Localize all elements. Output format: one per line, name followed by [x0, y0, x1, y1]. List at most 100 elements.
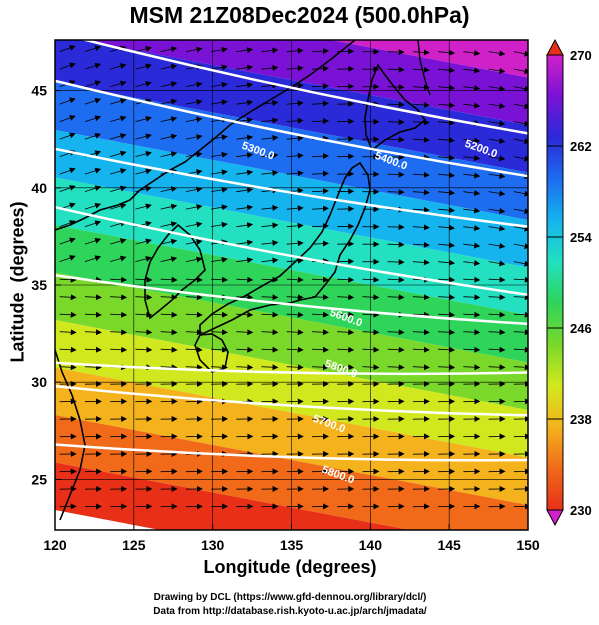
wind-arrow — [337, 329, 355, 336]
wind-arrow — [261, 152, 279, 159]
wind-arrow — [488, 67, 506, 74]
wind-arrow — [185, 151, 203, 158]
wind-arrow — [513, 138, 528, 145]
colorbar: 230 238 246 254 262 270 — [546, 38, 592, 527]
wind-arrow — [412, 224, 430, 231]
wind-arrow — [387, 364, 405, 371]
wind-arrow — [463, 155, 481, 162]
wind-arrow — [211, 169, 228, 176]
y-tick-label: 30 — [31, 374, 47, 390]
wind-arrow — [412, 364, 430, 371]
wind-arrow — [311, 364, 329, 371]
wind-arrow — [387, 119, 405, 126]
wind-arrow — [488, 225, 506, 232]
x-axis-label: Longitude (degrees) — [203, 557, 377, 577]
wind-arrow — [488, 329, 506, 336]
wind-arrow — [84, 80, 102, 88]
wind-arrow — [110, 346, 128, 353]
wind-arrow — [135, 115, 152, 123]
wind-arrow — [236, 64, 254, 71]
wind-arrow — [261, 134, 279, 141]
wind-arrow — [185, 46, 203, 53]
wind-arrow — [286, 257, 304, 264]
wind-arrow — [160, 186, 178, 193]
wind-arrow — [438, 102, 456, 109]
wind-arrow — [412, 84, 430, 91]
wind-arrow — [387, 49, 405, 56]
wind-arrow — [286, 329, 304, 336]
wind-arrow — [513, 364, 528, 371]
wind-arrow — [286, 294, 304, 301]
wind-arrow — [311, 205, 329, 212]
wind-arrow — [463, 67, 481, 74]
wind-arrow — [236, 47, 254, 54]
wind-arrow — [59, 329, 77, 336]
wind-arrow — [185, 329, 203, 336]
wind-arrow — [337, 311, 355, 318]
wind-arrow — [185, 134, 203, 140]
wind-arrow — [185, 99, 203, 105]
wind-arrow — [286, 117, 304, 124]
wind-arrow — [488, 346, 506, 353]
wind-arrow — [513, 346, 528, 353]
wind-arrow — [160, 346, 178, 353]
wind-arrow — [84, 132, 102, 140]
colorbar-max-triangle — [546, 38, 564, 56]
wind-arrow — [110, 238, 127, 245]
wind-arrow — [412, 241, 430, 248]
wind-arrow — [135, 80, 152, 88]
wind-arrow — [160, 276, 178, 283]
wind-arrow — [135, 255, 152, 263]
wind-arrow — [160, 256, 178, 263]
wind-arrow — [387, 329, 405, 336]
contour-line — [55, 206, 528, 296]
wind-arrow — [84, 364, 102, 371]
wind-arrow — [84, 294, 102, 301]
wind-arrow — [513, 294, 528, 301]
wind-arrow — [387, 136, 405, 143]
wind-arrow — [337, 276, 355, 283]
wind-arrow — [311, 153, 329, 160]
wind-arrow — [135, 311, 153, 318]
wind-arrow — [59, 45, 76, 53]
wind-arrow — [236, 294, 254, 301]
wind-arrow — [387, 171, 405, 178]
wind-arrow — [412, 294, 430, 301]
wind-arrow — [387, 294, 405, 301]
wind-arrow — [488, 85, 506, 92]
wind-arrow — [412, 66, 430, 73]
wind-arrow — [337, 294, 355, 301]
contour-line — [55, 384, 528, 417]
x-tick-label: 150 — [516, 537, 540, 553]
wind-arrow — [387, 66, 405, 73]
wind-arrow — [513, 103, 528, 110]
wind-arrow — [488, 311, 506, 318]
wind-arrow — [412, 329, 430, 336]
wind-arrow — [110, 80, 127, 88]
x-tick-label: 130 — [201, 537, 225, 553]
wind-arrow — [362, 276, 380, 283]
colorbar-tick-label: 230 — [570, 503, 592, 518]
wind-arrow — [513, 311, 528, 318]
wind-arrow — [261, 311, 279, 318]
wind-arrow — [110, 329, 128, 336]
wind-arrow — [110, 255, 127, 263]
x-tick-label: 125 — [122, 537, 146, 553]
x-axis-ticks: 120 125 130 135 140 145 150 — [43, 524, 540, 553]
wind-arrow — [185, 186, 203, 193]
wind-arrow — [362, 346, 380, 353]
wind-arrow — [311, 329, 329, 336]
wind-arrow — [236, 329, 254, 336]
wind-arrow — [160, 311, 178, 318]
wind-arrow — [286, 100, 304, 107]
wind-arrow — [311, 311, 329, 318]
wind-arrow — [463, 260, 481, 267]
wind-arrow — [412, 171, 430, 178]
wind-arrow — [438, 67, 456, 74]
wind-arrow — [211, 81, 228, 88]
wind-arrow — [236, 222, 254, 229]
wind-arrow — [59, 97, 76, 105]
wind-arrow — [211, 311, 229, 318]
wind-arrow — [261, 364, 279, 371]
